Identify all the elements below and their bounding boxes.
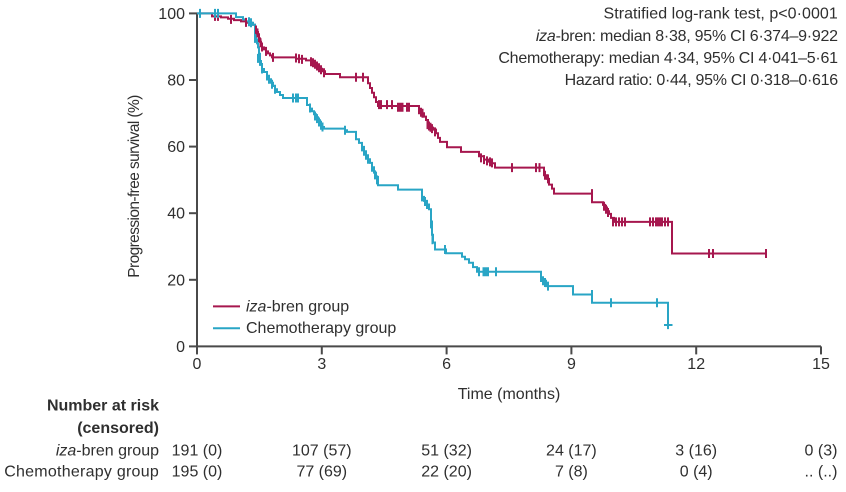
svg-text:22 (20): 22 (20)	[421, 463, 472, 480]
svg-text:0: 0	[193, 356, 202, 373]
svg-text:77 (69): 77 (69)	[296, 463, 347, 480]
svg-text:3 (16): 3 (16)	[675, 442, 717, 459]
svg-text:(censored): (censored)	[77, 420, 159, 437]
svg-text:iza-bren group: iza-bren group	[246, 299, 349, 316]
svg-text:15: 15	[812, 356, 830, 373]
svg-text:Chemotherapy: median 4·34, 95%: Chemotherapy: median 4·34, 95% CI 4·041–…	[498, 50, 838, 67]
svg-text:24 (17): 24 (17)	[546, 442, 597, 459]
svg-text:7 (8): 7 (8)	[555, 463, 588, 480]
svg-text:.. (..): .. (..)	[805, 463, 838, 480]
svg-text:80: 80	[167, 73, 185, 90]
svg-text:iza-bren group: iza-bren group	[56, 442, 159, 459]
svg-text:3: 3	[317, 356, 326, 373]
svg-text:51 (32): 51 (32)	[421, 442, 472, 459]
svg-text:0 (3): 0 (3)	[805, 442, 838, 459]
svg-text:Time (months): Time (months)	[458, 386, 561, 403]
svg-text:Hazard ratio: 0·44, 95% CI 0·3: Hazard ratio: 0·44, 95% CI 0·318–0·616	[565, 72, 839, 89]
svg-text:40: 40	[167, 206, 185, 223]
svg-text:60: 60	[167, 139, 185, 156]
svg-text:Progression-free survival (%): Progression-free survival (%)	[126, 95, 143, 278]
svg-text:195 (0): 195 (0)	[172, 463, 223, 480]
svg-text:0: 0	[176, 339, 185, 356]
svg-text:Chemotherapy group: Chemotherapy group	[246, 320, 396, 337]
svg-text:6: 6	[442, 356, 451, 373]
svg-text:9: 9	[567, 356, 576, 373]
svg-text:Stratified log-rank test, p<0·: Stratified log-rank test, p<0·0001	[604, 6, 838, 23]
svg-text:20: 20	[167, 272, 185, 289]
svg-text:100: 100	[158, 6, 185, 23]
svg-text:Chemotherapy group: Chemotherapy group	[4, 463, 159, 480]
svg-text:iza-bren: median 8·38, 95% CI: iza-bren: median 8·38, 95% CI 6·374–9·92…	[536, 28, 838, 45]
svg-text:107 (57): 107 (57)	[292, 442, 352, 459]
svg-text:12: 12	[687, 356, 705, 373]
svg-text:Number at risk: Number at risk	[47, 397, 159, 414]
svg-text:191 (0): 191 (0)	[172, 442, 223, 459]
svg-text:0 (4): 0 (4)	[680, 463, 713, 480]
